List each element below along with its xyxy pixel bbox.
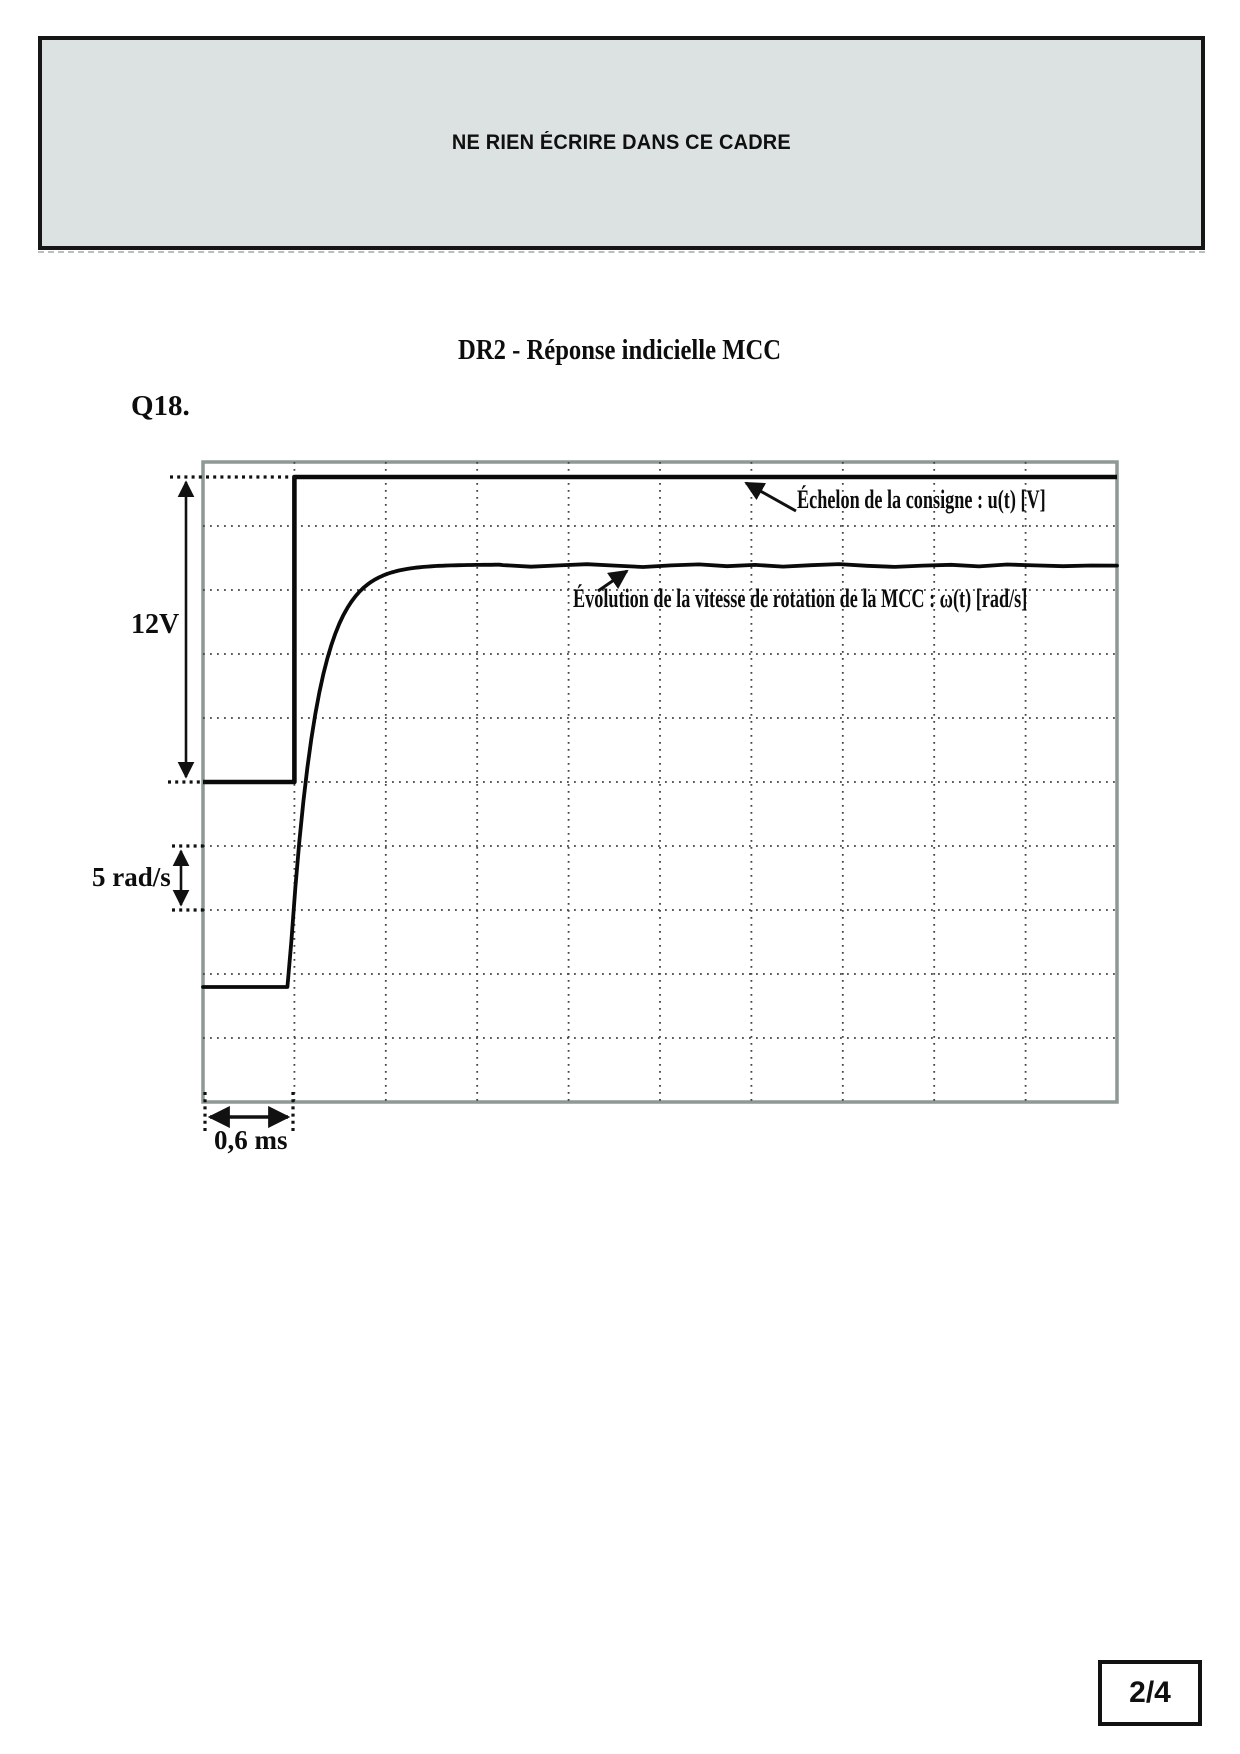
step-amplitude-label: 12V xyxy=(131,609,180,640)
omega-label-arrow xyxy=(597,569,629,593)
u-curve-label: Échelon de la consigne : u(t) [V] xyxy=(797,485,1046,514)
dotted-leaders xyxy=(168,475,296,1132)
omega-curve-label: Évolution de la vitesse de rotation de l… xyxy=(573,584,1028,613)
speed-scale-label: 5 rad/s xyxy=(92,862,171,892)
page-title: DR2 - Réponse indicielle MCC xyxy=(458,335,782,366)
no-write-frame: NE RIEN ÉCRIRE DANS CE CADRE xyxy=(38,36,1205,250)
omega-trace xyxy=(201,562,1119,989)
no-write-notice: NE RIEN ÉCRIRE DANS CE CADRE xyxy=(452,131,791,154)
frame-bottom-dashes xyxy=(38,251,1205,253)
u-trace xyxy=(203,474,1117,785)
time-scale-label: 0,6 ms xyxy=(214,1125,288,1155)
page-number-box: 2/4 xyxy=(1098,1660,1202,1726)
plot-frame xyxy=(201,460,1119,1104)
response-chart xyxy=(80,420,1140,1180)
grid-lines xyxy=(203,462,1117,1102)
page-number: 2/4 xyxy=(1129,1676,1171,1709)
u-label-arrow xyxy=(744,481,797,513)
chart-svg xyxy=(168,460,1119,1132)
question-label: Q18. xyxy=(131,390,190,422)
